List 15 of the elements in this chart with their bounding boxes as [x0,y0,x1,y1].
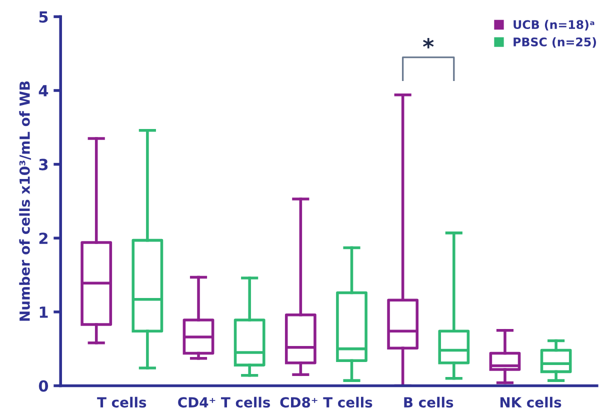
legend-label: UCB (n=18)ᵃ [514,20,594,30]
y-tick-label: 5 [39,11,48,23]
legend-label: PBSC (n=25) [514,37,596,48]
annotation: * [422,38,434,48]
x-tick-label: CD4⁺ T cells [178,396,270,408]
x-tick-label: B cells [404,396,454,408]
y-tick-label: 2 [39,232,48,244]
y-tick-label: 0 [38,380,48,392]
x-tick-label: T cells [97,396,146,408]
x-tick-label: NK cells [500,396,562,408]
y-tick-label: 3 [39,158,48,170]
x-tick-label: CD8⁺ T cells [280,396,372,408]
y-axis-title: Number of cells x10³/mL of WB [19,81,32,321]
y-tick-label: 4 [38,85,48,96]
y-tick-label: 1 [40,306,48,318]
